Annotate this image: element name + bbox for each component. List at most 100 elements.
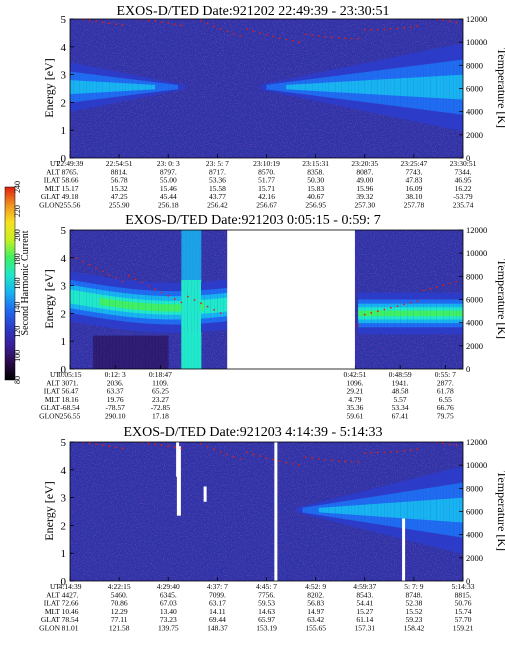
ephemeris-value: 23:10:19 xyxy=(253,159,280,168)
ephemeris-value: 4:52: 9 xyxy=(305,582,326,591)
spectrogram-cell xyxy=(96,335,100,369)
ephemeris-row-label: GLAT xyxy=(41,403,61,412)
temperature-point xyxy=(219,27,222,30)
temperature-point xyxy=(403,449,405,452)
spectrogram-cell xyxy=(387,502,392,518)
temperature-point xyxy=(455,21,458,24)
ephemeris-value: -78.57 xyxy=(106,403,126,412)
spectrogram-cell xyxy=(453,75,457,100)
spectrogram-cell xyxy=(273,83,277,91)
spectrogram-cell xyxy=(151,303,156,311)
spectrogram-cell xyxy=(318,507,323,513)
spectrogram-cell xyxy=(410,310,415,317)
panel-3-spectrogram xyxy=(70,442,463,581)
ephemeris-value: 6345. xyxy=(160,590,177,599)
y2-tick-label: 6000 xyxy=(466,507,483,517)
temperature-point xyxy=(154,288,157,290)
spectrogram-cell xyxy=(279,82,284,92)
y2-tick-label: 4000 xyxy=(466,107,483,117)
temperature-point xyxy=(291,39,294,42)
spectrogram-cell xyxy=(289,84,293,90)
plot-frame xyxy=(69,441,464,582)
spectrogram-cell xyxy=(449,310,454,317)
ephemeris-value: 1109. xyxy=(152,378,169,387)
data-spike xyxy=(274,442,278,581)
spectrogram-cell xyxy=(335,506,339,514)
spectrogram-cell xyxy=(99,335,104,369)
y-tick-label: 5 xyxy=(61,14,67,26)
ephemeris-value: 23:15:31 xyxy=(302,159,329,168)
spectrogram-cell xyxy=(125,335,130,369)
y2-tick-label: 0 xyxy=(466,364,470,374)
spectrogram-cell xyxy=(269,84,274,91)
ephemeris-value: 5.57 xyxy=(394,395,407,404)
ephemeris-row-label: ALT xyxy=(46,167,60,176)
spectrogram-cell xyxy=(332,82,336,93)
temperature-point xyxy=(449,443,451,446)
spectrogram-cell xyxy=(361,80,366,94)
y-tick-label: 0 xyxy=(61,364,67,376)
spectrogram-cell xyxy=(335,81,339,93)
spectrogram-cell xyxy=(122,83,126,92)
ephemeris-value: 14.63 xyxy=(258,607,275,616)
temperature-point xyxy=(101,444,104,447)
ephemeris-value: 56.78 xyxy=(111,176,128,185)
data-spike xyxy=(176,446,181,516)
ephemeris-value: 47.25 xyxy=(111,192,128,201)
spectrogram-cell xyxy=(102,335,107,369)
temperature-point xyxy=(442,284,445,287)
ephemeris-value: 50.30 xyxy=(307,176,324,185)
temperature-point xyxy=(206,22,209,25)
y2-tick-label: 2000 xyxy=(466,341,483,351)
ephemeris-value: 61.78 xyxy=(437,387,454,396)
ephemeris-value: 23: 0: 3 xyxy=(157,159,180,168)
ephemeris-value: -72.85 xyxy=(151,403,171,412)
spectrogram-cell xyxy=(164,335,169,369)
spectrogram-cell xyxy=(102,298,107,306)
ephemeris-value: 22:54:51 xyxy=(106,159,133,168)
panel-1-title: EXOS-D/TED Date:921202 22:49:39 - 23:30:… xyxy=(117,4,390,19)
spectrogram-cell xyxy=(155,82,159,92)
spectrogram-cell xyxy=(404,78,408,97)
spectrogram-cell xyxy=(430,76,434,98)
temperature-point xyxy=(154,443,157,446)
ephemeris-value: 8358. xyxy=(307,167,324,176)
spectrogram-cell xyxy=(148,84,153,90)
temperature-point xyxy=(344,460,346,463)
ephemeris-value: 29.21 xyxy=(346,387,363,396)
y2-tick-label: 8000 xyxy=(466,60,483,70)
spectrogram-cell xyxy=(89,81,94,93)
colorbar-label: Second Harmonic Current xyxy=(20,230,31,335)
ephemeris-value: 2036. xyxy=(107,378,124,387)
spectrogram-cell xyxy=(86,81,90,94)
spectrogram-cell xyxy=(430,499,434,521)
ephemeris-value: 77.11 xyxy=(111,615,128,624)
temperature-point xyxy=(245,451,248,454)
ephemeris-value: 49.00 xyxy=(356,176,373,185)
ephemeris-value: 35.36 xyxy=(346,403,363,412)
temperature-point xyxy=(272,458,274,461)
spectrogram-cell xyxy=(135,83,140,91)
spectrogram-cell xyxy=(92,335,97,369)
ephemeris-value: 0:18:47 xyxy=(149,370,172,379)
y2-tick-label: 6000 xyxy=(466,295,483,305)
spectrogram-cell xyxy=(413,501,418,520)
spectrogram-cell xyxy=(96,81,100,93)
spectrogram-cell xyxy=(73,80,77,94)
temperature-point xyxy=(259,32,261,34)
spectrogram-cell xyxy=(145,84,149,90)
temperature-point xyxy=(350,37,353,40)
temperature-point xyxy=(82,260,84,263)
temperature-point xyxy=(416,25,419,27)
spectrogram-cell xyxy=(400,310,405,317)
spectrogram-cell xyxy=(318,82,323,92)
spectrogram-cell xyxy=(204,299,208,314)
colorbar-tick-label: 140 xyxy=(13,302,22,314)
spectrogram-cell xyxy=(400,502,405,519)
ephemeris-value: 65.97 xyxy=(258,615,275,624)
ephemeris-value: 0:12: 3 xyxy=(105,370,126,379)
spectrogram-cell xyxy=(263,83,267,91)
plot-frame xyxy=(69,229,464,370)
